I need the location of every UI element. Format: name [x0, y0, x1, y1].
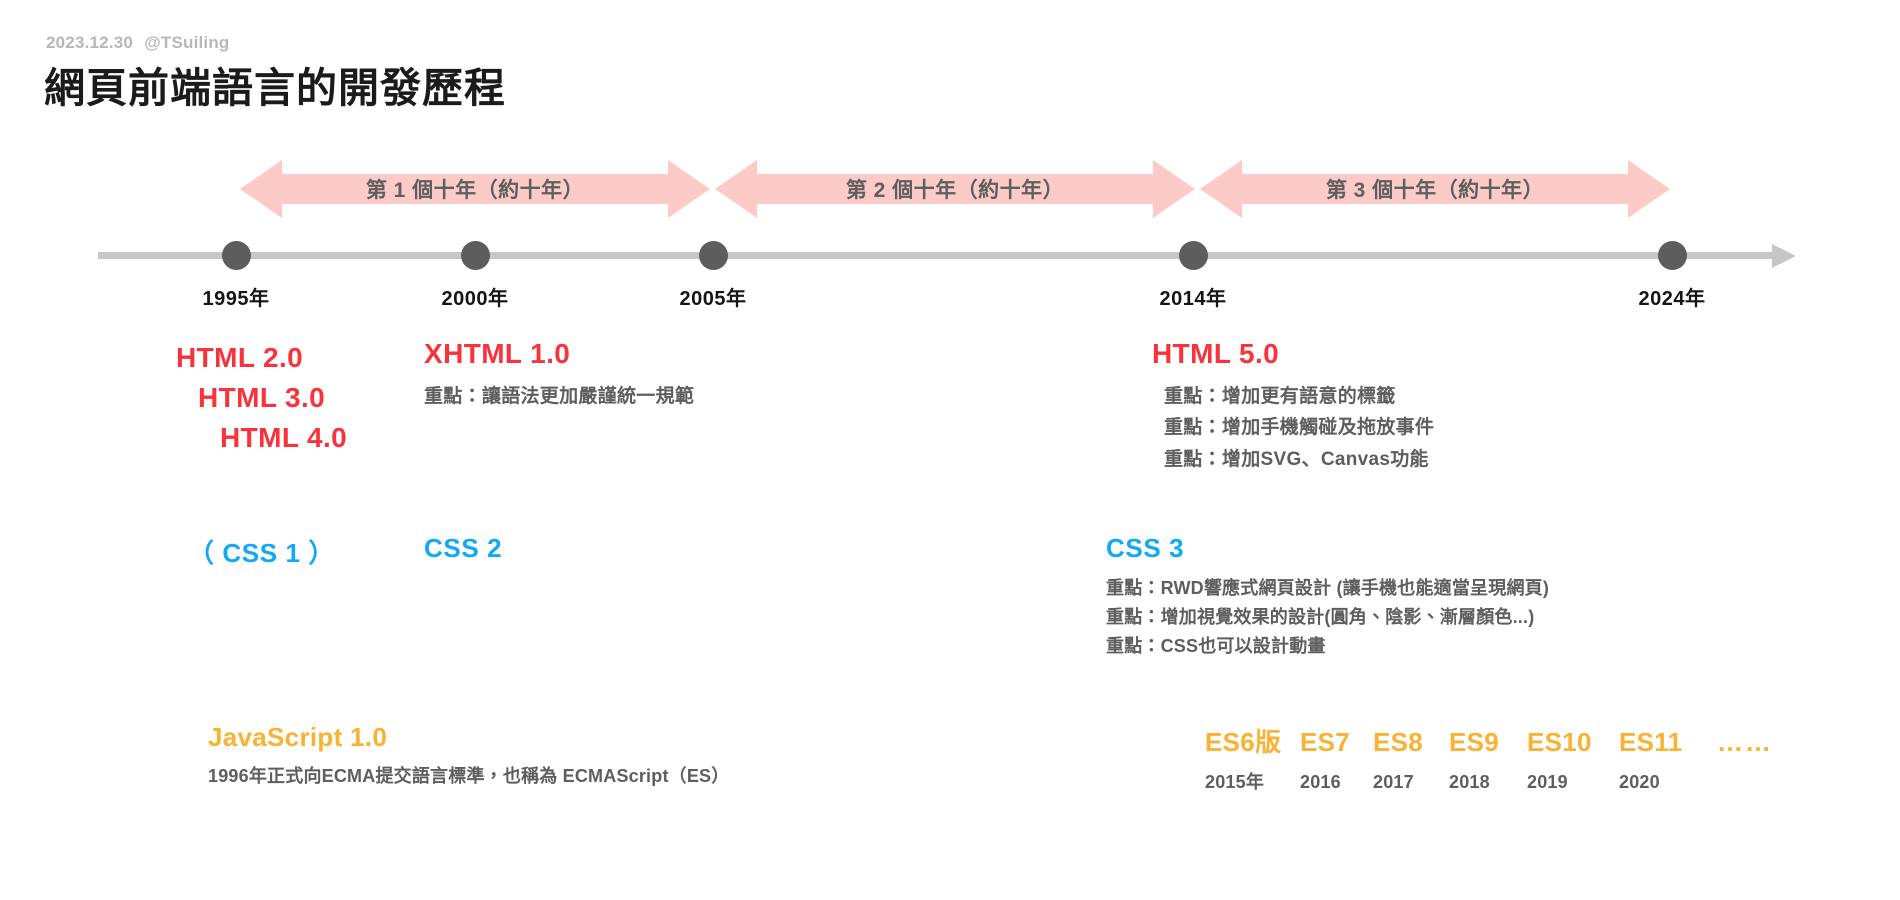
- es-version-name: ES9: [1449, 727, 1500, 757]
- es-version-name: ES7: [1300, 727, 1351, 757]
- es-version-year: 2015年: [1205, 772, 1265, 792]
- css1-title: （ CSS 1 ）: [188, 538, 335, 568]
- timeline-axis: 1995年 2000年 2005年 2014年 2024年: [0, 236, 1900, 310]
- css2-title: CSS 2: [424, 533, 503, 563]
- double-arrow-icon: [240, 160, 710, 218]
- es-version-year: 2018: [1449, 772, 1490, 792]
- html5-group: HTML 5.0 重點：增加更有語意的標籤 重點：增加手機觸碰及拖放事件 重點：…: [1152, 338, 1434, 475]
- css3-group: CSS 3 重點：RWD響應式網頁設計 (讓手機也能適當呈現網頁) 重點：增加視…: [1106, 533, 1549, 661]
- decade-arrow-1: 第 1 個十年（約十年）: [240, 160, 710, 218]
- byline: 2023.12.30 @TSuiling: [46, 33, 230, 53]
- es-ellipsis: ……: [1717, 727, 1773, 757]
- es-versions-group: ES6版 ES7 ES8 ES9 ES10 ES11 …… 2015年 2016…: [1205, 722, 1773, 794]
- timeline-year-label: 2014年: [1159, 288, 1227, 310]
- css3-title: CSS 3: [1106, 533, 1185, 563]
- axis-line: [98, 252, 1778, 259]
- decade-arrow-3: 第 3 個十年（約十年）: [1200, 160, 1670, 218]
- axis-arrowhead-icon: [1772, 244, 1796, 268]
- timeline-year-label: 1995年: [202, 288, 270, 310]
- timeline-year-label: 2000年: [441, 288, 509, 310]
- css3-note: 重點：CSS也可以設計動畫: [1106, 636, 1326, 657]
- timeline-node[interactable]: [1657, 241, 1687, 270]
- timeline-node[interactable]: [221, 241, 251, 270]
- xhtml-note: 重點：讓語法更加嚴謹統一規範: [424, 386, 695, 407]
- html5-notes: 重點：增加更有語意的標籤 重點：增加手機觸碰及拖放事件 重點：增加SVG、Can…: [1152, 381, 1434, 475]
- es-version-names: ES6版 ES7 ES8 ES9 ES10 ES11 ……: [1205, 722, 1773, 759]
- html-version-2: HTML 2.0: [176, 342, 304, 373]
- html5-title: HTML 5.0: [1152, 338, 1280, 369]
- timeline-node[interactable]: [460, 241, 490, 270]
- html5-note: 重點：增加更有語意的標籤: [1164, 386, 1396, 407]
- javascript-note: 1996年正式向ECMA提交語言標準，也稱為 ECMAScript（ES）: [208, 766, 730, 786]
- es-version-years: 2015年 2016 2017 2018 2019 2020: [1205, 768, 1773, 794]
- decade-label: 第 1 個十年（約十年）: [365, 179, 585, 202]
- decade-label: 第 2 個十年（約十年）: [845, 179, 1065, 202]
- html-version-4: HTML 4.0: [220, 422, 348, 454]
- es-version-year: 2016: [1300, 772, 1341, 792]
- timeline-node[interactable]: [698, 241, 728, 270]
- timeline-year-label: 2024年: [1638, 288, 1706, 310]
- byline-handle: @TSuiling: [144, 33, 230, 52]
- es-version-name: ES11: [1619, 727, 1683, 757]
- es-version-name: ES6版: [1205, 727, 1282, 757]
- html5-note: 重點：增加SVG、Canvas功能: [1164, 448, 1429, 470]
- timeline-node[interactable]: [1178, 241, 1208, 270]
- byline-date: 2023.12.30: [46, 33, 134, 52]
- es-version-year: 2019: [1527, 772, 1568, 792]
- es-version-year: 2020: [1619, 772, 1660, 792]
- page-title: 網頁前端語言的開發歷程: [44, 65, 506, 111]
- xhtml-group: XHTML 1.0 重點：讓語法更加嚴謹統一規範: [424, 338, 694, 412]
- es-version-name: ES10: [1527, 727, 1592, 757]
- es-version-year: 2017: [1373, 772, 1414, 792]
- html-version-3: HTML 3.0: [198, 382, 326, 414]
- double-arrow-icon: [715, 160, 1195, 218]
- decade-arrow-2: 第 2 個十年（約十年）: [715, 160, 1195, 218]
- css3-notes: 重點：RWD響應式網頁設計 (讓手機也能適當呈現網頁) 重點：增加視覺效果的設計…: [1106, 574, 1549, 661]
- javascript-title: JavaScript 1.0: [208, 722, 388, 752]
- css3-note: 重點：RWD響應式網頁設計 (讓手機也能適當呈現網頁): [1106, 578, 1550, 598]
- html-versions-1995: HTML 2.0 HTML 3.0 HTML 4.0: [176, 338, 347, 458]
- es-version-name: ES8: [1373, 727, 1424, 757]
- double-arrow-icon: [1200, 160, 1670, 218]
- xhtml-title: XHTML 1.0: [424, 338, 571, 369]
- decade-band: 第 1 個十年（約十年） 第 2 個十年（約十年） 第 3 個十年（約十年）: [0, 160, 1900, 218]
- css3-note: 重點：增加視覺效果的設計(圓角、陰影、漸層顏色...): [1106, 607, 1535, 628]
- decade-label: 第 3 個十年（約十年）: [1325, 179, 1545, 202]
- javascript-group: JavaScript 1.0 1996年正式向ECMA提交語言標準，也稱為 EC…: [208, 722, 729, 791]
- timeline-year-label: 2005年: [679, 288, 747, 310]
- html5-note: 重點：增加手機觸碰及拖放事件: [1164, 417, 1435, 439]
